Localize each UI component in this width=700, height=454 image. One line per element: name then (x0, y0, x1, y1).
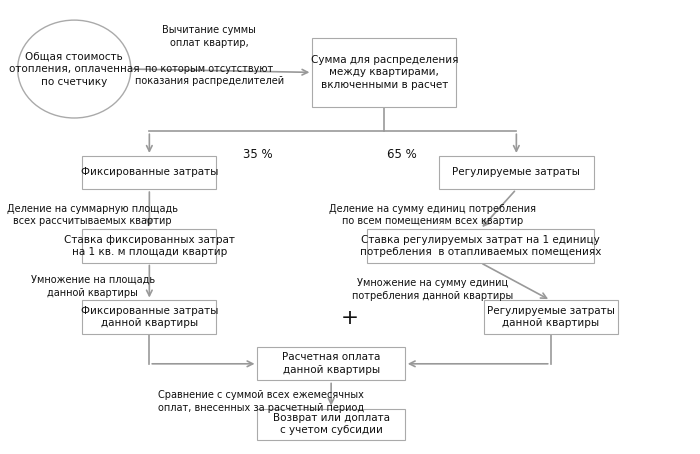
Text: Регулируемые затраты: Регулируемые затраты (452, 168, 580, 178)
Text: 35 %: 35 % (243, 148, 272, 161)
Text: Регулируемые затраты
данной квартиры: Регулируемые затраты данной квартиры (486, 306, 615, 329)
FancyBboxPatch shape (439, 156, 594, 189)
Text: Сравнение с суммой всех ежемесячных
оплат, внесенных за расчетный период: Сравнение с суммой всех ежемесячных опла… (158, 390, 364, 413)
FancyBboxPatch shape (83, 229, 216, 262)
FancyBboxPatch shape (312, 38, 456, 107)
Text: Умножение на сумму единиц
потребления данной квартиры: Умножение на сумму единиц потребления да… (351, 278, 513, 301)
FancyBboxPatch shape (258, 409, 405, 439)
FancyBboxPatch shape (258, 347, 405, 380)
Text: Ставка фиксированных затрат
на 1 кв. м площади квартир: Ставка фиксированных затрат на 1 кв. м п… (64, 235, 234, 257)
Text: Умножение на площадь
данной квартиры: Умножение на площадь данной квартиры (31, 275, 155, 297)
Text: Фиксированные затраты: Фиксированные затраты (80, 168, 218, 178)
Text: Фиксированные затраты
данной квартиры: Фиксированные затраты данной квартиры (80, 306, 218, 329)
Text: +: + (341, 308, 359, 328)
Text: Сумма для распределения
между квартирами,
включенными в расчет: Сумма для распределения между квартирами… (311, 54, 458, 90)
Text: Расчетная оплата
данной квартиры: Расчетная оплата данной квартиры (282, 352, 380, 375)
Text: 65 %: 65 % (386, 148, 416, 161)
Text: Деление на сумму единиц потребления
по всем помещениям всех квартир: Деление на сумму единиц потребления по в… (329, 203, 536, 227)
Text: Деление на суммарную площадь
всех рассчитываемых квартир: Деление на суммарную площадь всех рассчи… (7, 203, 178, 227)
Text: Ставка регулируемых затрат на 1 единицу
потребления  в отапливаемых помещениях: Ставка регулируемых затрат на 1 единицу … (360, 235, 601, 257)
Text: Возврат или доплата
с учетом субсидии: Возврат или доплата с учетом субсидии (272, 413, 390, 435)
Text: Вычитание суммы
оплат квартир,

по которым отсутствуют
показания распределителей: Вычитание суммы оплат квартир, по которы… (135, 25, 284, 86)
FancyBboxPatch shape (83, 301, 216, 334)
FancyBboxPatch shape (83, 156, 216, 189)
FancyBboxPatch shape (368, 229, 594, 262)
FancyBboxPatch shape (484, 301, 617, 334)
Ellipse shape (18, 20, 131, 118)
Text: Общая стоимость
отопления, оплаченная
по счетчику: Общая стоимость отопления, оплаченная по… (9, 51, 139, 87)
